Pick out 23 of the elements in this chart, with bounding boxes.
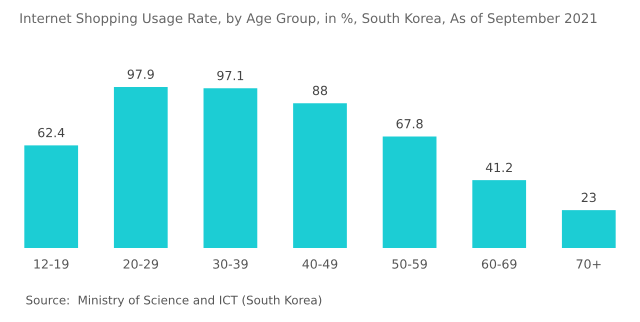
data-label: 88 bbox=[312, 86, 328, 96]
bar bbox=[114, 86, 168, 248]
data-label: 67.8 bbox=[396, 119, 423, 128]
x-tick-label: 60-69 bbox=[482, 259, 516, 269]
x-tick-label: 50-59 bbox=[392, 259, 427, 269]
bar bbox=[293, 103, 347, 248]
x-tick-label: 30-39 bbox=[213, 259, 248, 269]
x-tick-label: 40-49 bbox=[302, 259, 338, 269]
chart-title: Internet Shopping Usage Rate, by Age Group, in %, South Korea, As of September 2021 bbox=[20, 12, 596, 26]
x-tick-label: 12-19 bbox=[34, 259, 68, 269]
data-label: 23 bbox=[582, 192, 596, 202]
x-tick-label: 20-29 bbox=[124, 259, 158, 269]
data-label: 41.2 bbox=[486, 162, 512, 172]
source-note: Source: Ministry of Science and ICT (South Korea) bbox=[26, 295, 322, 307]
data-label: 97.1 bbox=[217, 70, 244, 80]
x-tick-label: 70+ bbox=[576, 259, 601, 269]
data-label: 97.9 bbox=[128, 70, 154, 79]
bar bbox=[24, 145, 78, 248]
bar bbox=[472, 180, 526, 248]
data-label: 62.4 bbox=[38, 128, 64, 138]
bar bbox=[382, 136, 436, 248]
bar bbox=[204, 88, 258, 248]
bar bbox=[562, 210, 616, 248]
